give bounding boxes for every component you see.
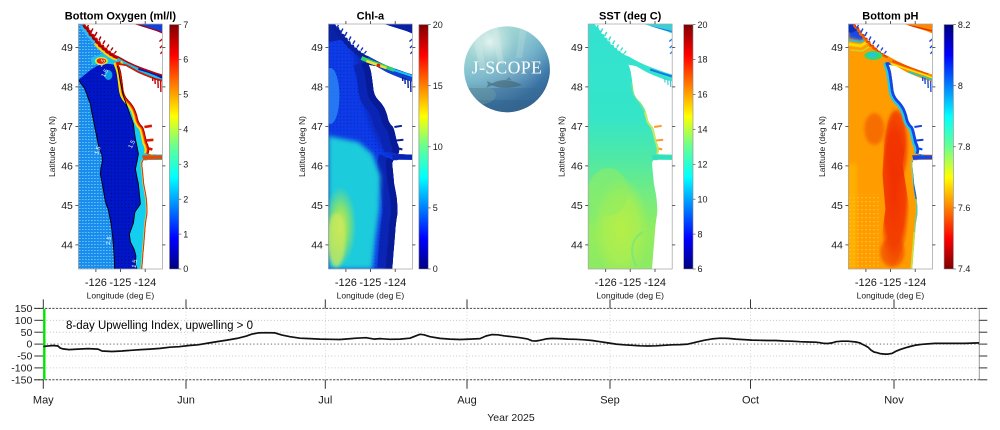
svg-text:Jul: Jul [318, 395, 332, 407]
svg-text:Sep: Sep [600, 395, 620, 407]
svg-text:46: 46 [61, 161, 73, 173]
svg-text:Longitude (deg E): Longitude (deg E) [87, 291, 155, 301]
svg-text:46: 46 [311, 161, 323, 173]
svg-text:2: 2 [183, 194, 188, 204]
svg-text:Year 2025: Year 2025 [487, 412, 535, 424]
svg-text:44: 44 [831, 240, 843, 252]
svg-text:15: 15 [433, 81, 443, 91]
svg-text:1.5: 1.5 [101, 68, 111, 79]
svg-text:Bottom pH: Bottom pH [862, 11, 918, 23]
svg-text:Latitude (deg N): Latitude (deg N) [817, 116, 827, 177]
svg-text:18: 18 [698, 55, 708, 65]
svg-text:46: 46 [571, 161, 583, 173]
svg-text:Latitude (deg N): Latitude (deg N) [557, 116, 567, 177]
svg-text:0: 0 [26, 339, 32, 351]
svg-text:49: 49 [61, 42, 73, 54]
svg-text:48: 48 [831, 82, 843, 94]
svg-text:-50: -50 [17, 351, 32, 363]
svg-text:44: 44 [571, 240, 583, 252]
svg-text:47: 47 [311, 121, 323, 133]
svg-text:8-day Upwelling Index, upwelli: 8-day Upwelling Index, upwelling > 0 [66, 320, 253, 332]
svg-text:7.6: 7.6 [958, 203, 971, 213]
svg-text:-126: -126 [595, 277, 617, 289]
svg-text:Longitude (deg E): Longitude (deg E) [596, 291, 664, 301]
svg-text:14: 14 [698, 125, 708, 135]
svg-text:5: 5 [433, 203, 438, 213]
svg-text:49: 49 [831, 42, 843, 54]
svg-text:10: 10 [698, 194, 708, 204]
svg-text:47: 47 [61, 121, 73, 133]
svg-text:-126: -126 [855, 277, 877, 289]
svg-text:1.5: 1.5 [128, 139, 137, 150]
svg-text:Longitude (deg E): Longitude (deg E) [857, 291, 925, 301]
svg-text:-125: -125 [619, 277, 641, 289]
svg-text:-124: -124 [644, 277, 666, 289]
svg-text:Chl-a: Chl-a [357, 11, 385, 23]
svg-text:8: 8 [698, 229, 703, 239]
svg-text:-126: -126 [85, 277, 107, 289]
svg-text:1.5: 1.5 [132, 259, 139, 269]
svg-text:6: 6 [183, 55, 188, 65]
svg-text:7: 7 [183, 20, 188, 30]
svg-text:100: 100 [15, 315, 33, 327]
svg-text:7.4: 7.4 [958, 264, 971, 274]
svg-text:5: 5 [183, 90, 188, 100]
svg-text:-100: -100 [11, 363, 32, 375]
svg-text:May: May [33, 395, 54, 407]
svg-text:Oct: Oct [742, 395, 759, 407]
svg-text:Bottom Oxygen (ml/l): Bottom Oxygen (ml/l) [65, 11, 177, 23]
svg-text:Longitude (deg E): Longitude (deg E) [337, 291, 405, 301]
svg-text:150: 150 [15, 303, 33, 315]
svg-text:46: 46 [831, 161, 843, 173]
svg-text:-125: -125 [109, 277, 131, 289]
svg-text:Nov: Nov [884, 395, 904, 407]
svg-text:12: 12 [698, 160, 708, 170]
svg-text:8: 8 [958, 81, 963, 91]
svg-text:1.5: 1.5 [94, 145, 102, 155]
svg-text:0: 0 [183, 264, 188, 274]
svg-text:7.8: 7.8 [958, 142, 971, 152]
svg-text:48: 48 [61, 82, 73, 94]
svg-text:45: 45 [311, 200, 323, 212]
svg-text:1: 1 [183, 229, 188, 239]
svg-text:3: 3 [183, 160, 188, 170]
svg-text:Latitude (deg N): Latitude (deg N) [47, 116, 57, 177]
svg-text:-125: -125 [359, 277, 381, 289]
svg-text:-124: -124 [904, 277, 926, 289]
svg-text:20: 20 [698, 20, 708, 30]
svg-text:1.5: 1.5 [106, 235, 114, 245]
svg-text:8.2: 8.2 [958, 20, 971, 30]
svg-text:49: 49 [311, 42, 323, 54]
svg-text:44: 44 [61, 240, 73, 252]
svg-text:48: 48 [311, 82, 323, 94]
svg-text:Aug: Aug [457, 395, 477, 407]
svg-text:Jun: Jun [177, 395, 195, 407]
svg-text:45: 45 [831, 200, 843, 212]
svg-text:20: 20 [433, 20, 443, 30]
svg-text:-150: -150 [11, 374, 32, 386]
svg-text:-124: -124 [134, 277, 156, 289]
svg-text:16: 16 [698, 90, 708, 100]
svg-text:1.5: 1.5 [98, 58, 108, 69]
svg-text:50: 50 [21, 327, 33, 339]
svg-text:48: 48 [571, 82, 583, 94]
svg-text:-126: -126 [335, 277, 357, 289]
svg-text:4: 4 [183, 125, 188, 135]
svg-text:SST (deg C): SST (deg C) [599, 11, 662, 23]
svg-text:0: 0 [433, 264, 438, 274]
svg-text:-125: -125 [879, 277, 901, 289]
svg-text:10: 10 [433, 142, 443, 152]
svg-text:47: 47 [571, 121, 583, 133]
svg-text:6: 6 [698, 264, 703, 274]
svg-text:49: 49 [571, 42, 583, 54]
svg-text:45: 45 [571, 200, 583, 212]
svg-text:J-SCOPE: J-SCOPE [472, 58, 543, 78]
svg-text:Latitude (deg N): Latitude (deg N) [297, 116, 307, 177]
svg-text:-124: -124 [384, 277, 406, 289]
svg-text:44: 44 [311, 240, 323, 252]
svg-text:47: 47 [831, 121, 843, 133]
svg-text:45: 45 [61, 200, 73, 212]
